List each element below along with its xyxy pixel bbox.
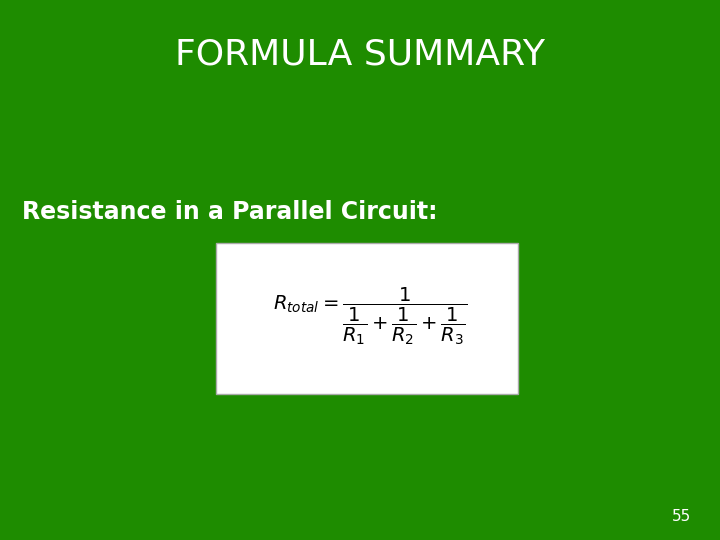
FancyBboxPatch shape <box>216 243 518 394</box>
Text: 55: 55 <box>672 509 691 524</box>
Text: $R_{total} = \dfrac{1}{\dfrac{1}{R_1} + \dfrac{1}{R_2} + \dfrac{1}{R_3}}$: $R_{total} = \dfrac{1}{\dfrac{1}{R_1} + … <box>274 285 468 347</box>
Text: Resistance in a Parallel Circuit:: Resistance in a Parallel Circuit: <box>22 200 437 224</box>
Text: FORMULA SUMMARY: FORMULA SUMMARY <box>175 38 545 72</box>
